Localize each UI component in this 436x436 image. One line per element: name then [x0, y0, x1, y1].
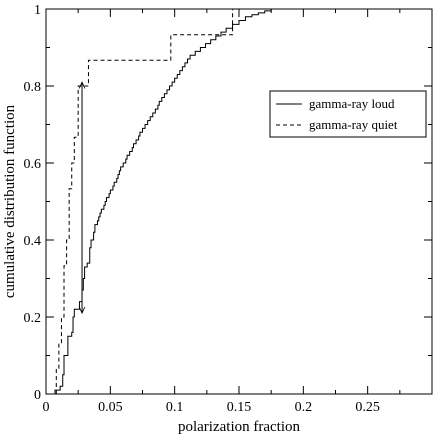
- y-tick-label: 0: [34, 388, 41, 403]
- y-tick-label: 0.4: [24, 234, 42, 249]
- tick-layer: 0 0.05 0.1 0.15 0.2 0.25 0 0.2 0.4 0.6 0.8 1: [24, 3, 432, 415]
- series-line-gamma-ray-quiet: [55, 8, 237, 394]
- y-tick-label: 1: [34, 3, 41, 18]
- x-tick-label: 0.25: [355, 400, 380, 415]
- legend-label-gamma-ray-quiet: gamma-ray quiet: [309, 117, 398, 132]
- legend-box: [269, 90, 427, 138]
- series-line-gamma-ray-loud: [54, 8, 375, 394]
- y-tick-label: 0.6: [24, 157, 42, 172]
- x-tick-label: 0.2: [295, 400, 313, 415]
- x-tick-label: 0: [43, 400, 50, 415]
- x-tick-label: 0.05: [98, 400, 123, 415]
- y-tick-label: 0.8: [24, 80, 42, 95]
- y-tick-label: 0.2: [24, 311, 42, 326]
- legend-label-gamma-ray-loud: gamma-ray loud: [309, 96, 395, 111]
- x-tick-label: 0.15: [227, 400, 252, 415]
- series-layer: [54, 8, 375, 394]
- legend: gamma-ray loud gamma-ray quiet: [269, 90, 427, 138]
- x-tick-label: 0.1: [166, 400, 184, 415]
- y-axis-title: cumulative distribution function: [2, 104, 18, 298]
- plot-frame: [45, 8, 433, 395]
- x-axis-title: polarization fraction: [178, 419, 301, 435]
